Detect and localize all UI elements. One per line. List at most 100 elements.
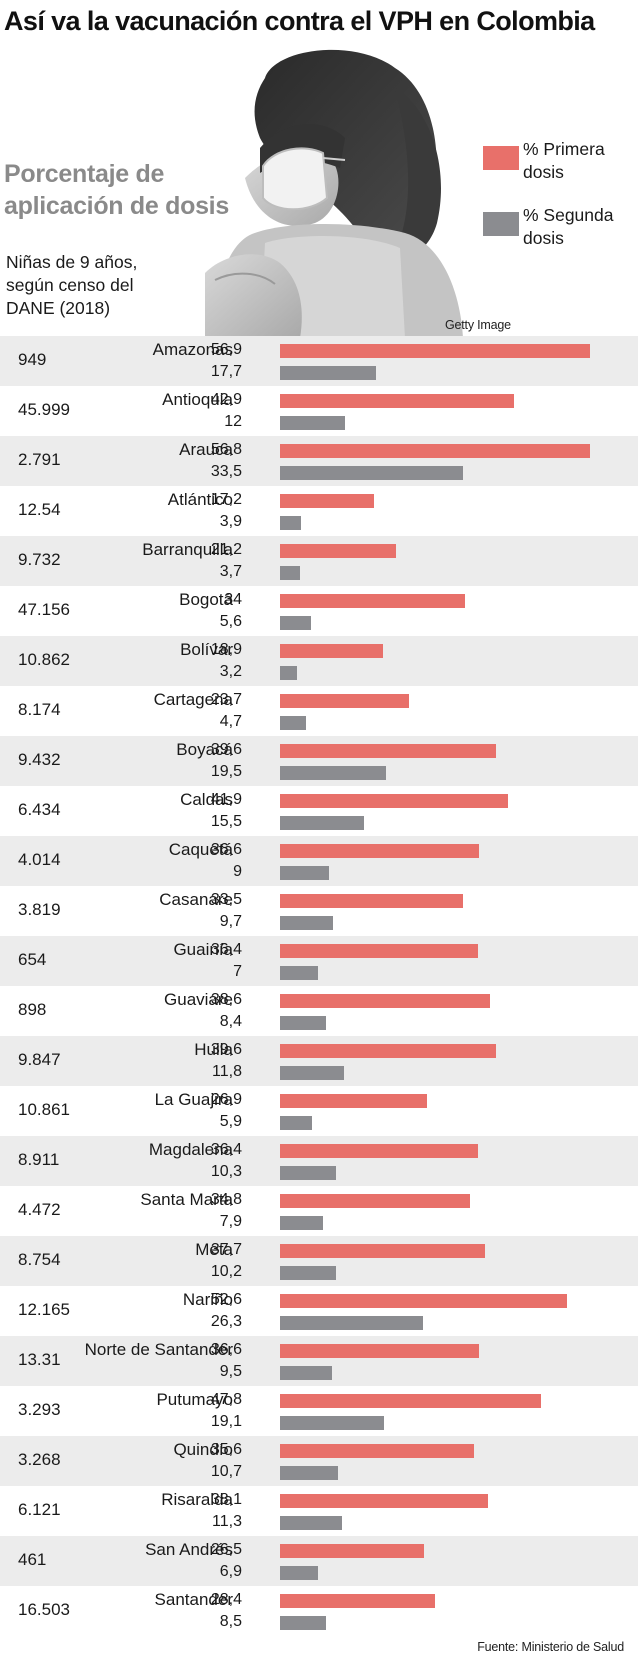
segunda-dosis-bar (280, 1616, 327, 1630)
chart-row: 898 Guaviare 38,6 8,4 (0, 986, 638, 1036)
chart-row: 2.791 Arauca 56,8 33,5 (0, 436, 638, 486)
primera-dosis-bar (280, 694, 410, 708)
chart-row: 3.819 Casanare 33,5 9,7 (0, 886, 638, 936)
primera-dosis-value: 35,6 (210, 1441, 242, 1458)
department-label: Caldas (180, 790, 233, 809)
segunda-dosis-value: 11,8 (212, 1063, 242, 1080)
primera-dosis-bar (280, 1394, 541, 1408)
chart-row: 13.31 Norte de Santander 36,6 9,5 (0, 1336, 638, 1386)
primera-dosis-bar (280, 1194, 470, 1208)
segunda-dosis-value: 10,7 (210, 1463, 242, 1480)
primera-dosis-bar (280, 1294, 567, 1308)
primera-dosis-value: 33,5 (210, 891, 242, 908)
segunda-dosis-value: 6,9 (219, 1563, 242, 1580)
department-label: Guainía (173, 940, 233, 959)
primera-dosis-bar (280, 944, 479, 958)
girls-count: 654 (18, 950, 47, 969)
girls-count: 12.165 (18, 1300, 70, 1319)
segunda-dosis-bar (280, 1166, 337, 1180)
girls-count: 9.847 (18, 1050, 61, 1069)
girls-count: 13.31 (18, 1350, 61, 1369)
legend: % Primera dosis % Segunda dosis (483, 138, 633, 270)
primera-dosis-bar (280, 1594, 435, 1608)
primera-dosis-value: 56,8 (210, 441, 242, 458)
primera-dosis-value: 36,4 (210, 1141, 242, 1158)
department-label: Bolívar (180, 640, 233, 659)
segunda-dosis-value: 5,6 (219, 613, 242, 630)
segunda-dosis-bar (280, 1516, 342, 1530)
girls-count: 9.732 (18, 550, 61, 569)
segunda-dosis-bar (280, 716, 306, 730)
primera-dosis-value: 17,2 (210, 491, 242, 508)
segunda-dosis-value: 3,7 (219, 563, 242, 580)
girls-count: 8.754 (18, 1250, 61, 1269)
segunda-dosis-value: 33,5 (210, 463, 242, 480)
segunda-dosis-bar (280, 1216, 324, 1230)
department-label: Guaviare (164, 990, 233, 1009)
girls-count: 949 (18, 350, 47, 369)
segunda-dosis-value: 5,9 (219, 1113, 242, 1130)
segunda-dosis-value: 15,5 (210, 813, 242, 830)
girls-count: 9.432 (18, 750, 61, 769)
segunda-dosis-bar (280, 416, 346, 430)
segunda-dosis-value: 9,7 (219, 913, 242, 930)
girls-count: 8.911 (18, 1150, 60, 1169)
legend-item-primera: % Primera dosis (483, 138, 633, 204)
department-label: Cartagena (153, 690, 233, 709)
primera-dosis-bar (280, 1544, 425, 1558)
girls-count: 6.121 (18, 1500, 61, 1519)
segunda-dosis-bar (280, 666, 298, 680)
girls-count: 4.472 (18, 1200, 61, 1219)
segunda-dosis-bar (280, 1316, 424, 1330)
chart-row: 12.165 Nariño 52,6 26,3 (0, 1286, 638, 1336)
chart-subtitle: Porcentaje de aplicación de dosis (4, 160, 229, 220)
primera-dosis-value: 38,1 (210, 1491, 242, 1508)
primera-dosis-bar (280, 794, 509, 808)
chart-row: 9.732 Barranquilla 21,2 3,7 (0, 536, 638, 586)
department-label: Casanare (159, 890, 233, 909)
department-label: Atlántico (167, 490, 233, 509)
girls-count: 16.503 (18, 1600, 70, 1619)
legend-label-segunda: % Segunda dosis (523, 205, 614, 248)
chart-row: 949 Amazonas 56,9 17,7 (0, 336, 638, 386)
chart-row: 4.472 Santa Marta 34,8 7,9 (0, 1186, 638, 1236)
primera-dosis-bar (280, 344, 591, 358)
primera-dosis-bar (280, 1244, 486, 1258)
segunda-dosis-value: 26,3 (210, 1313, 242, 1330)
segunda-dosis-value: 12 (224, 413, 242, 430)
chart-row: 6.121 Risaralda 38,1 11,3 (0, 1486, 638, 1536)
segunda-dosis-value: 10,2 (210, 1263, 242, 1280)
primera-dosis-bar (280, 644, 383, 658)
girls-count: 47.156 (18, 600, 70, 619)
girls-count: 461 (18, 1550, 47, 1569)
chart-row: 8.911 Magdalena 36,4 10,3 (0, 1136, 638, 1186)
girls-count: 3.268 (18, 1450, 61, 1469)
chart-row: 10.862 Bolívar 18,9 3,2 (0, 636, 638, 686)
department-label: San Andrés (145, 1540, 233, 1559)
primera-dosis-bar (280, 744, 496, 758)
department-label: Quindío (173, 1440, 233, 1459)
department-label: Antioquia (162, 390, 233, 409)
chart-row: 8.174 Cartagena 23,7 4,7 (0, 686, 638, 736)
chart-row: 9.847 Huila 39,6 11,8 (0, 1036, 638, 1086)
primera-dosis-value: 18,9 (210, 641, 242, 658)
segunda-dosis-value: 3,9 (219, 513, 242, 530)
segunda-dosis-bar (280, 366, 377, 380)
primera-dosis-bar (280, 444, 590, 458)
segunda-dosis-bar (280, 966, 319, 980)
primera-dosis-value: 36,4 (210, 941, 242, 958)
department-label: Bogotá (179, 590, 233, 609)
segunda-dosis-bar (280, 1466, 339, 1480)
chart-row: 45.999 Antioquia 42,9 12 (0, 386, 638, 436)
department-label: Risaralda (161, 1490, 233, 1509)
primera-dosis-bar (280, 994, 491, 1008)
segunda-dosis-bar (280, 1066, 345, 1080)
chart-row: 3.293 Putumayo 47,8 19,1 (0, 1386, 638, 1436)
photo-credit: Getty Image (445, 318, 511, 332)
segunda-dosis-bar (280, 566, 301, 580)
segunda-dosis-value: 10,3 (210, 1163, 242, 1180)
department-label: Huila (194, 1040, 233, 1059)
segunda-dosis-bar (280, 1016, 326, 1030)
segunda-dosis-value: 9,5 (219, 1363, 242, 1380)
department-label: Meta (195, 1240, 233, 1259)
